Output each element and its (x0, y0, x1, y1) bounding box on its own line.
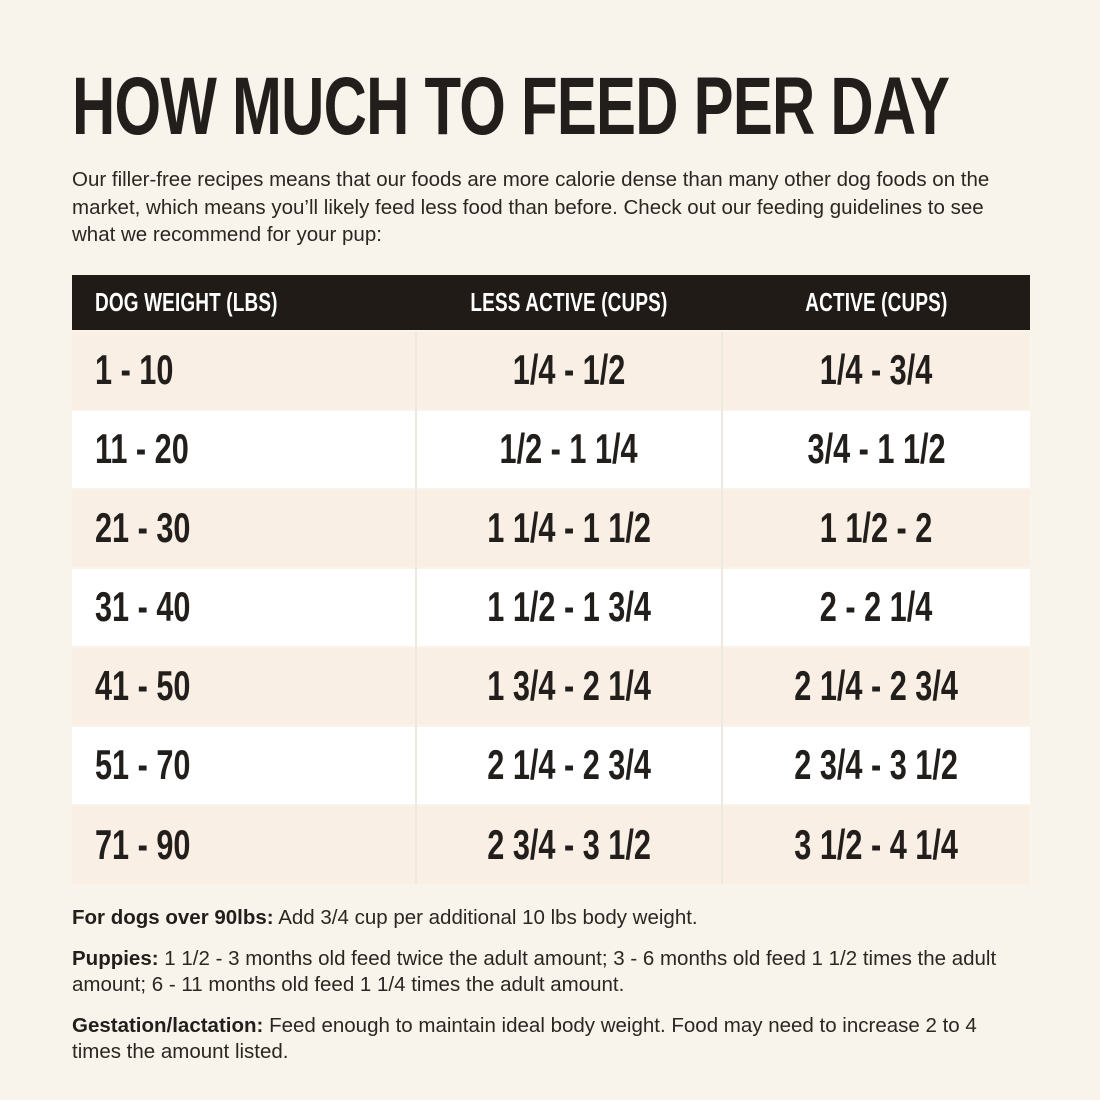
cell-dog-weight: 21 - 30 (72, 487, 416, 568)
cell-dog-weight: 51 - 70 (72, 724, 416, 805)
table-row: 51 - 70 2 1/4 - 2 3/4 2 3/4 - 3 1/2 (72, 724, 1030, 805)
cell-less-active: 1 1/4 - 1 1/2 (415, 487, 722, 568)
note-over-90lbs-label: For dogs over 90lbs: (72, 905, 274, 929)
cell-active: 1 1/2 - 2 (721, 487, 1030, 568)
cell-active: 3 1/2 - 4 1/4 (721, 803, 1030, 884)
footnotes: For dogs over 90lbs: Add 3/4 cup per add… (72, 905, 1007, 1065)
cell-dog-weight: 41 - 50 (72, 645, 416, 726)
cell-less-active: 2 1/4 - 2 3/4 (415, 724, 722, 805)
header-active: ACTIVE (CUPS) (722, 274, 1030, 331)
feeding-guide-page: HOW MUCH TO FEED PER DAY Our filler-free… (72, 66, 1032, 1065)
note-over-90lbs-text: Add 3/4 cup per additional 10 lbs body w… (278, 905, 698, 929)
feeding-table-header: DOG WEIGHT (LBS) LESS ACTIVE (CUPS) ACTI… (72, 274, 1030, 331)
table-row: 41 - 50 1 3/4 - 2 1/4 2 1/4 - 2 3/4 (72, 645, 1030, 726)
cell-less-active: 1/2 - 1 1/4 (415, 408, 722, 489)
intro-paragraph: Our filler-free recipes means that our f… (72, 168, 990, 246)
cell-active: 2 1/4 - 2 3/4 (721, 645, 1030, 726)
note-gestation-lactation-text: Feed enough to maintain ideal body weigh… (72, 1013, 977, 1063)
table-row: 31 - 40 1 1/2 - 1 3/4 2 - 2 1/4 (72, 566, 1030, 647)
cell-less-active: 1 1/2 - 1 3/4 (415, 566, 722, 647)
cell-less-active: 1/4 - 1/2 (415, 329, 722, 410)
page-title: HOW MUCH TO FEED PER DAY (72, 66, 1032, 148)
header-dog-weight-text: DOG WEIGHT (LBS) (95, 286, 278, 317)
note-gestation-lactation-label: Gestation/lactation: (72, 1013, 264, 1037)
page-title-text: HOW MUCH TO FEED PER DAY (72, 61, 950, 152)
table-row: 71 - 90 2 3/4 - 3 1/2 3 1/2 - 4 1/4 (72, 803, 1030, 884)
cell-active: 1/4 - 3/4 (721, 329, 1030, 410)
cell-less-active: 1 3/4 - 2 1/4 (415, 645, 722, 726)
cell-active: 3/4 - 1 1/2 (721, 408, 1030, 489)
note-over-90lbs: For dogs over 90lbs: Add 3/4 cup per add… (72, 905, 1007, 931)
header-dog-weight: DOG WEIGHT (LBS) (72, 274, 416, 331)
cell-dog-weight: 1 - 10 (72, 329, 416, 410)
cell-dog-weight: 71 - 90 (72, 803, 416, 884)
feeding-table-body: 1 - 10 1/4 - 1/2 1/4 - 3/4 11 - 20 1/2 -… (72, 329, 1030, 884)
header-less-active-text: LESS ACTIVE (CUPS) (470, 286, 668, 317)
header-row: DOG WEIGHT (LBS) LESS ACTIVE (CUPS) ACTI… (72, 274, 1030, 331)
cell-dog-weight: 11 - 20 (72, 408, 416, 489)
table-row: 21 - 30 1 1/4 - 1 1/2 1 1/2 - 2 (72, 487, 1030, 568)
cell-active: 2 3/4 - 3 1/2 (721, 724, 1030, 805)
header-less-active: LESS ACTIVE (CUPS) (416, 274, 722, 331)
note-puppies-label: Puppies: (72, 946, 159, 970)
cell-less-active: 2 3/4 - 3 1/2 (415, 803, 722, 884)
note-gestation-lactation: Gestation/lactation: Feed enough to main… (72, 1013, 1007, 1065)
header-active-text: ACTIVE (CUPS) (804, 286, 948, 317)
note-puppies-text: 1 1/2 - 3 months old feed twice the adul… (72, 946, 997, 996)
feeding-table: DOG WEIGHT (LBS) LESS ACTIVE (CUPS) ACTI… (72, 274, 1030, 884)
cell-dog-weight: 31 - 40 (72, 566, 416, 647)
table-row: 1 - 10 1/4 - 1/2 1/4 - 3/4 (72, 329, 1030, 410)
table-row: 11 - 20 1/2 - 1 1/4 3/4 - 1 1/2 (72, 408, 1030, 489)
note-puppies: Puppies: 1 1/2 - 3 months old feed twice… (72, 946, 1007, 998)
cell-active: 2 - 2 1/4 (721, 566, 1030, 647)
